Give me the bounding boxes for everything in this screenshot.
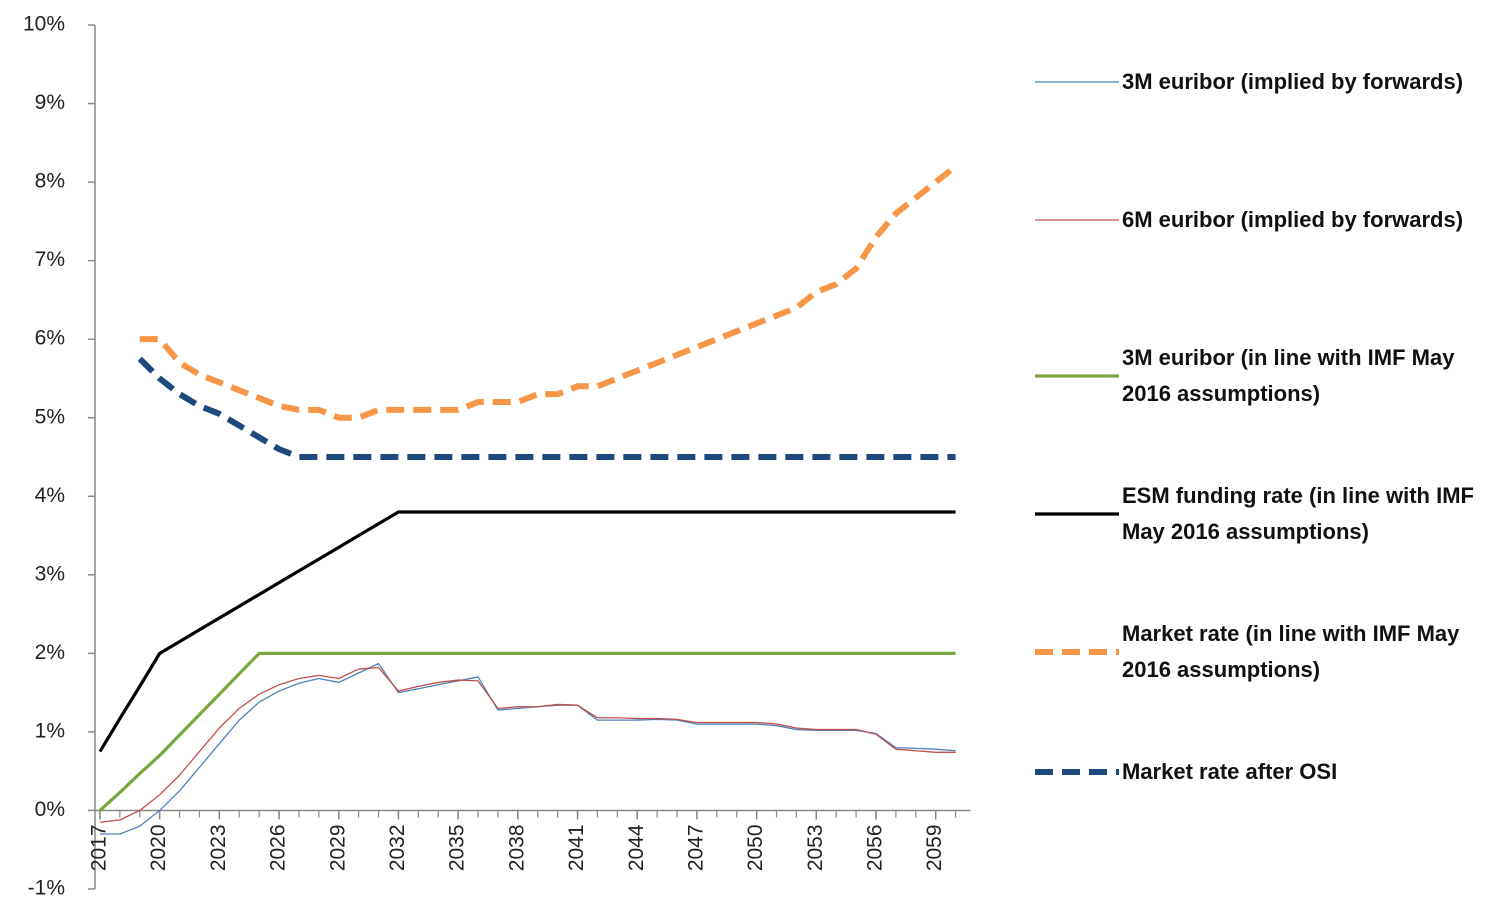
x-tick-label: 2020 xyxy=(147,824,170,871)
x-tick-label: 2029 xyxy=(326,824,349,871)
legend-item: ESM funding rate (in line with IMF May 2… xyxy=(1035,478,1495,550)
x-tick-label: 2035 xyxy=(446,824,469,871)
series-line xyxy=(99,666,956,823)
y-tick-label: 4% xyxy=(35,484,65,507)
legend-item: 3M euribor (in line with IMF May 2016 as… xyxy=(1035,340,1495,412)
x-tick-label: 2023 xyxy=(207,824,230,871)
legend-item: 6M euribor (implied by forwards) xyxy=(1035,202,1495,238)
y-tick-label: 5% xyxy=(35,405,65,428)
x-tick-label: 2041 xyxy=(565,824,588,871)
y-tick-label: 0% xyxy=(35,798,65,821)
x-tick-label: 2026 xyxy=(267,824,290,871)
legend-label: ESM funding rate (in line with IMF May 2… xyxy=(1122,483,1474,544)
y-tick-label: 6% xyxy=(35,327,65,350)
legend-swatch xyxy=(1035,649,1119,655)
y-tick-label: -1% xyxy=(28,877,65,900)
legend-swatch xyxy=(1035,512,1119,516)
x-tick-label: 2038 xyxy=(505,824,528,871)
y-tick-label: 10% xyxy=(23,13,65,36)
series-line xyxy=(139,164,958,421)
legend-swatch xyxy=(1035,81,1119,83)
x-tick-label: 2044 xyxy=(625,824,648,871)
legend-swatch xyxy=(1035,374,1119,378)
y-tick-label: 2% xyxy=(35,641,65,664)
y-tick-label: 3% xyxy=(35,562,65,585)
legend-swatch xyxy=(1035,769,1119,775)
legend-label: 6M euribor (implied by forwards) xyxy=(1122,207,1464,232)
x-tick-label: 2056 xyxy=(864,824,887,871)
x-tick-label: 2032 xyxy=(386,824,409,871)
series-line xyxy=(98,510,956,753)
series-line xyxy=(137,356,956,460)
legend-label: 3M euribor (in line with IMF May 2016 as… xyxy=(1122,345,1455,406)
x-tick-label: 2050 xyxy=(744,824,767,871)
legend-swatch xyxy=(1035,219,1119,221)
legend-label: 3M euribor (implied by forwards) xyxy=(1122,69,1464,94)
x-tick-label: 2047 xyxy=(684,824,707,871)
x-tick-label: 2053 xyxy=(804,824,827,871)
x-tick-label: 2059 xyxy=(923,824,946,871)
x-tick-label: 2017 xyxy=(88,824,111,871)
series-line xyxy=(98,651,956,812)
legend-label: Market rate after OSI xyxy=(1122,759,1338,784)
y-tick-label: 8% xyxy=(35,170,65,193)
legend-label: Market rate (in line with IMF May 2016 a… xyxy=(1122,621,1460,682)
y-tick-label: 9% xyxy=(35,91,65,114)
legend-item: Market rate (in line with IMF May 2016 a… xyxy=(1035,616,1495,688)
y-tick-label: 1% xyxy=(35,719,65,742)
series-line xyxy=(99,662,956,835)
y-tick-label: 7% xyxy=(35,248,65,271)
legend-item: 3M euribor (implied by forwards) xyxy=(1035,64,1495,100)
legend-item: Market rate after OSI xyxy=(1035,754,1495,790)
